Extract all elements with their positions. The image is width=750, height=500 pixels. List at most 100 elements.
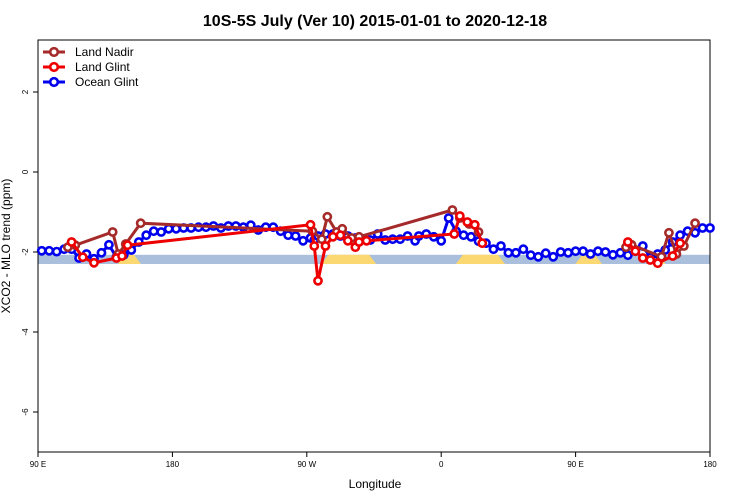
legend-marker — [48, 46, 60, 58]
x-axis: 90 E 180 90 W 0 90 E 180 — [30, 452, 717, 469]
data-point — [77, 252, 88, 263]
data-point — [690, 218, 700, 229]
data-point — [525, 250, 536, 261]
data-point — [335, 230, 346, 241]
data-point — [66, 237, 77, 247]
data-point — [675, 230, 686, 241]
legend-label: Land Nadir — [75, 45, 134, 59]
data-point — [163, 223, 174, 234]
data-point — [449, 229, 460, 239]
y-tick-label: 0 — [21, 169, 30, 174]
data-point — [503, 247, 514, 258]
legend-marker — [48, 61, 60, 73]
data-point — [447, 205, 458, 215]
data-point — [555, 247, 566, 257]
land-mask-layer — [38, 254, 710, 264]
data-point — [477, 238, 488, 249]
ocean-band — [38, 254, 710, 264]
x-tick-label: 90 W — [297, 460, 316, 469]
data-point — [141, 230, 152, 241]
data-point — [645, 255, 656, 265]
data-point — [36, 245, 47, 256]
data-point — [298, 235, 308, 246]
data-point — [667, 251, 678, 261]
series-land-glint — [66, 211, 488, 286]
data-point — [320, 241, 331, 251]
data-point — [608, 249, 618, 260]
x-tick-label: 90 E — [30, 460, 46, 469]
data-point — [466, 231, 476, 242]
data-point — [328, 231, 338, 242]
data-point — [540, 248, 551, 259]
data-point — [322, 211, 333, 222]
data-point — [578, 246, 588, 257]
data-point — [664, 227, 674, 238]
data-point — [705, 223, 715, 233]
data-point — [563, 247, 574, 258]
data-point — [593, 246, 603, 257]
data-point — [458, 230, 469, 241]
series-land-glint — [622, 237, 686, 269]
y-tick-label: -4 — [21, 328, 30, 336]
land-segment — [575, 254, 602, 264]
data-point — [107, 227, 118, 237]
data-point — [122, 240, 133, 251]
data-point — [637, 253, 648, 263]
land-segment — [321, 254, 377, 264]
data-point — [697, 223, 708, 233]
y-tick-label: 2 — [21, 89, 30, 94]
data-point — [518, 244, 529, 255]
data-point — [117, 251, 127, 261]
x-tick-label: 180 — [166, 460, 180, 469]
x-tick-label: 180 — [703, 460, 717, 469]
data-point — [342, 235, 353, 246]
data-point — [135, 218, 146, 229]
data-point — [675, 238, 686, 249]
data-point — [585, 249, 596, 259]
y-tick-label: -2 — [21, 248, 30, 256]
x-axis-label: Longitude — [349, 477, 402, 491]
series-layer — [36, 205, 715, 286]
data-point — [600, 247, 611, 257]
x-tick-label: 0 — [439, 460, 444, 469]
data-point — [156, 227, 167, 237]
legend-label: Ocean Glint — [75, 75, 139, 89]
data-point — [313, 275, 323, 286]
land-segment — [455, 254, 505, 264]
data-point — [305, 219, 316, 230]
y-axis-label: XCO2 - MLO trend (ppm) — [0, 179, 13, 314]
data-point — [622, 250, 633, 261]
data-point — [622, 237, 633, 247]
data-point — [89, 257, 99, 268]
data-point — [361, 235, 372, 246]
data-point — [510, 247, 521, 258]
data-point — [630, 246, 641, 257]
data-point — [533, 251, 544, 262]
y-axis: 2 0 -2 -4 -6 — [21, 89, 38, 416]
data-point — [309, 241, 320, 251]
data-point — [469, 219, 480, 230]
data-point — [496, 241, 506, 251]
data-point — [44, 245, 55, 256]
x-tick-label: 90 E — [567, 460, 583, 469]
data-point — [488, 244, 499, 255]
data-point — [283, 230, 294, 241]
data-point — [354, 237, 364, 247]
legend-label: Land Glint — [75, 60, 130, 74]
data-point — [570, 246, 581, 257]
y-tick-label: -6 — [21, 408, 30, 416]
plot-frame — [37, 39, 711, 453]
data-point — [652, 258, 663, 269]
data-point — [316, 234, 327, 245]
data-point — [148, 226, 159, 237]
data-point — [443, 213, 454, 223]
data-point — [454, 211, 465, 221]
data-point — [462, 217, 473, 227]
chart-title: 10S-5S July (Ver 10) 2015-01-01 to 2020-… — [203, 13, 547, 30]
data-point — [96, 247, 107, 258]
data-point — [104, 239, 114, 250]
data-point — [51, 246, 62, 257]
data-point — [290, 231, 301, 241]
